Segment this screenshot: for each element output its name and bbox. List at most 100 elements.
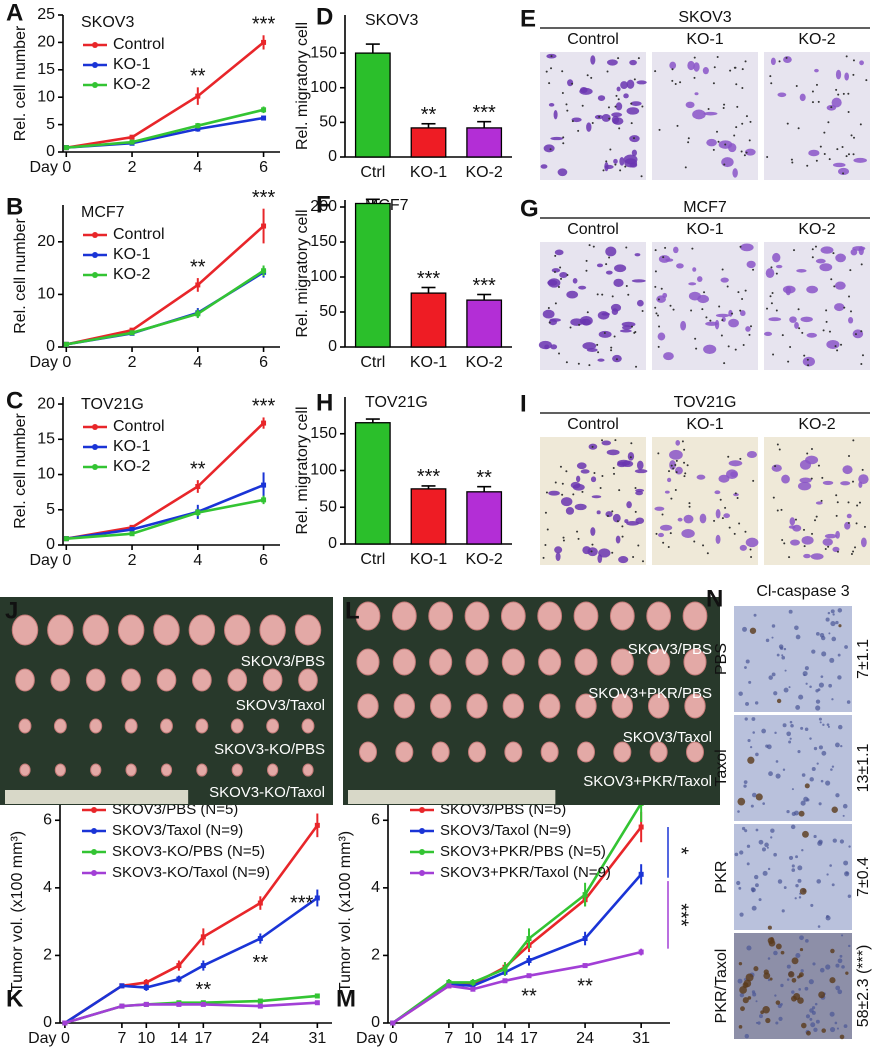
stain [799,887,807,895]
tumor [262,668,283,692]
pore [787,360,790,363]
legend-label: KO-1 [113,438,150,455]
pore [775,272,778,275]
pore [679,81,682,84]
x-tick-label: Day 0 [29,354,71,371]
stain [780,950,785,955]
chart-title: TOV21G [81,396,144,413]
pore [723,103,726,106]
x-tick-label: 14 [496,1030,514,1047]
tumor [428,601,454,631]
nucleus [752,992,757,997]
nucleus [809,685,812,688]
pore [733,532,736,535]
cell [688,291,701,301]
significance: *** [417,268,441,290]
image-label: Control [567,416,619,433]
nucleus [751,792,757,798]
cell [683,514,694,524]
pore [852,59,855,62]
x-tick-label: KO-2 [465,164,502,181]
pore [554,481,557,484]
nucleus [770,828,775,833]
x-tick-label: 10 [464,1030,482,1047]
cell [728,318,739,328]
nucleus [808,979,814,985]
point [176,976,182,982]
pore [630,122,633,125]
pore [729,69,732,72]
point [582,892,588,898]
point [502,966,508,972]
nucleus [820,675,824,679]
nucleus [798,988,801,991]
pore [860,330,863,333]
cell [819,263,833,272]
legend-marker [92,232,98,238]
panel-letter: E [520,5,536,32]
pore [836,550,839,553]
pore [744,60,747,63]
pore [852,550,855,553]
pore [625,246,628,249]
pore [633,78,636,81]
pore [806,358,809,361]
nucleus [750,804,754,808]
pore [821,476,824,479]
y-tick-label: 20 [37,34,55,51]
pore [566,273,569,276]
tumor [500,601,526,631]
nucleus [771,672,776,677]
pore [861,468,864,471]
pore [613,472,616,475]
pore [825,309,828,312]
cell [772,252,781,263]
point [314,895,320,901]
nucleus [805,1014,811,1019]
pore [614,105,617,108]
tumor [230,718,244,734]
point [195,282,201,288]
nucleus [818,802,822,806]
cell [658,532,664,538]
cell [606,449,620,456]
tumor [85,668,106,692]
nucleus [831,636,837,642]
pore [709,319,712,322]
legend-marker [91,828,97,834]
bar [466,299,503,348]
nucleus [837,675,842,680]
ihc-row-label: PBS [713,643,730,675]
nucleus [737,810,740,813]
nucleus [773,852,777,857]
nucleus [795,952,801,959]
cell [685,101,695,109]
cell [571,117,582,123]
pore [731,312,734,315]
y-axis-label: Tumor vol. (x100 mm³) [337,831,354,992]
pore [769,295,772,298]
nucleus [771,636,774,639]
ihc-image [734,824,852,930]
cell [681,529,695,538]
stain [838,624,842,628]
image-label: KO-2 [798,221,835,238]
pore [817,464,820,467]
legend-marker [92,62,98,68]
nucleus [798,896,802,899]
significance: *** [670,903,692,927]
nucleus [838,724,843,730]
pore [859,123,862,126]
chart-title: MCF7 [81,204,125,221]
panel-letter: F [316,191,331,218]
nucleus [775,773,781,779]
cell [732,168,738,178]
cell [576,462,587,470]
series-line [66,498,264,540]
pore [657,345,660,348]
pore [662,256,665,259]
pore [830,106,833,109]
pore [852,480,855,483]
pore [734,492,737,495]
pore [717,140,720,143]
